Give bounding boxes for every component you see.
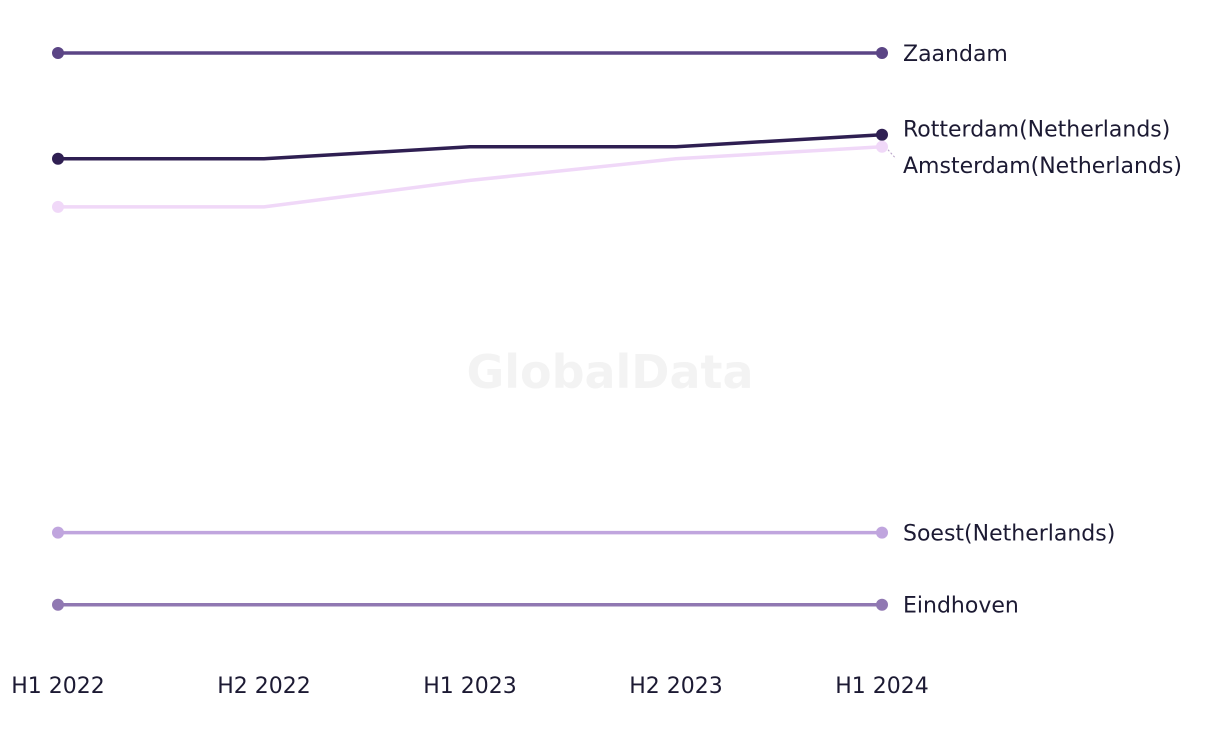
series-3: Soest(Netherlands) [52,522,1115,547]
data-point [52,200,64,213]
data-point [52,526,64,539]
series-1: Rotterdam(Netherlands) [52,118,1170,165]
data-point [876,526,888,539]
series-line [56,145,884,209]
x-tick-label: H1 2024 [835,674,929,699]
series-0: Zaandam [52,42,1008,67]
x-tick-label: H2 2023 [629,674,723,699]
series-label: Rotterdam(Netherlands) [903,118,1170,143]
data-point [876,598,888,611]
data-point [52,152,64,165]
series-4: Eindhoven [52,594,1019,619]
x-tick-label: H1 2023 [423,674,517,699]
x-tick-label: H2 2022 [217,674,311,699]
x-axis: H1 2022 H2 2022 H1 2023 H2 2023 H1 2024 [11,674,929,699]
x-tick-label: H1 2022 [11,674,105,699]
data-point [876,128,888,141]
series-layer: Zaandam Rotterdam(Netherlands) Amsterdam(N… [52,42,1182,619]
data-point [52,47,64,59]
series-label: Soest(Netherlands) [903,522,1115,547]
series-2: Amsterdam(Netherlands) [52,140,1182,213]
series-line [56,132,884,161]
series-label: Zaandam [903,42,1008,67]
label-connector [887,149,897,160]
data-point [52,598,64,611]
data-point [876,140,888,153]
watermark-text: GlobalData [466,345,753,399]
series-label: Eindhoven [903,594,1019,619]
series-label: Amsterdam(Netherlands) [903,154,1182,179]
data-point [876,47,888,59]
